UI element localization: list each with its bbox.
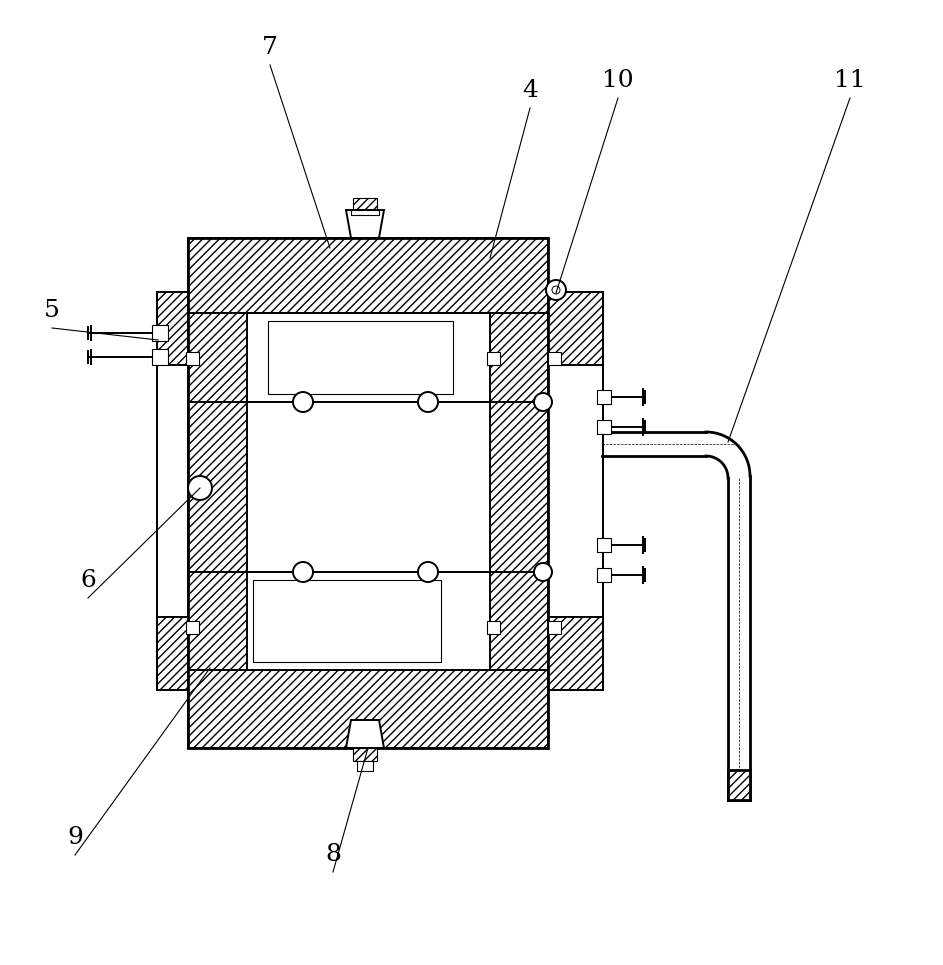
Text: 9: 9 [67,826,83,849]
Circle shape [534,393,552,411]
Bar [152,325,168,341]
Bar [157,365,188,617]
Bar [597,390,611,404]
Bar [357,761,373,771]
Bar [548,617,603,690]
Bar [268,321,453,394]
Text: 8: 8 [325,843,341,866]
Circle shape [293,562,313,582]
Bar [188,313,247,670]
Bar [247,572,490,670]
Circle shape [534,563,552,581]
Bar [188,238,548,748]
Bar [247,402,490,572]
Bar [253,580,441,662]
Bar [548,621,561,634]
Bar [188,670,548,748]
Bar [157,617,188,690]
Text: 5: 5 [44,299,60,322]
Text: 4: 4 [522,79,538,102]
Bar [597,568,611,582]
Bar [728,770,750,800]
Text: 11: 11 [835,69,866,92]
Circle shape [418,562,438,582]
Circle shape [546,280,566,300]
Circle shape [552,286,560,294]
Bar [152,349,168,365]
Bar [157,292,188,365]
Text: 7: 7 [262,36,278,59]
Polygon shape [346,210,384,238]
Circle shape [293,392,313,412]
Bar [548,292,603,365]
Bar [186,352,199,365]
Bar [490,313,548,670]
Bar [353,198,377,210]
Bar [597,538,611,552]
Bar [353,748,377,761]
Bar [548,365,603,617]
Bar [487,352,500,365]
Bar [188,238,548,313]
Bar [186,621,199,634]
Bar [157,292,188,690]
Bar [487,621,500,634]
Circle shape [188,476,212,500]
Text: 10: 10 [603,69,634,92]
Circle shape [418,392,438,412]
Bar [548,292,603,690]
Polygon shape [346,720,384,748]
Bar [597,420,611,434]
Bar [548,352,561,365]
Text: 6: 6 [80,569,96,592]
Bar [351,210,379,215]
Bar [247,313,490,402]
